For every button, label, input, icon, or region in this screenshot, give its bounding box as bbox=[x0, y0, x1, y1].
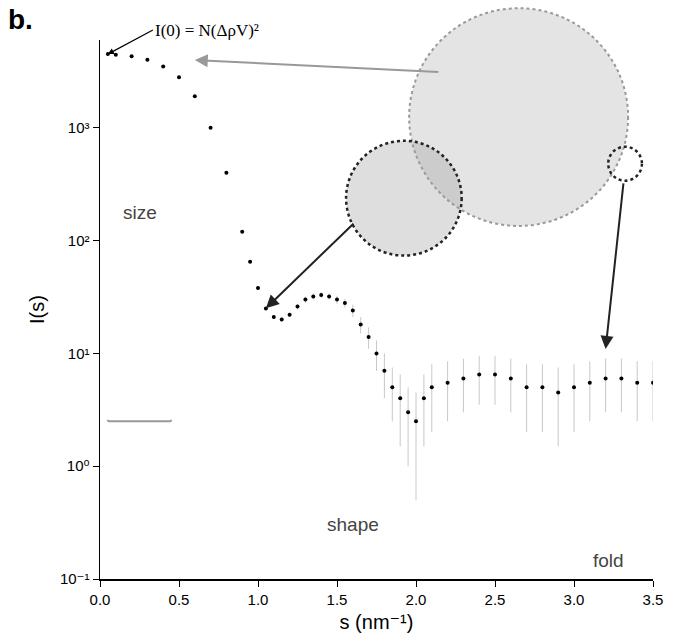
svg-text:I(0) = N(ΔρV)²: I(0) = N(ΔρV)² bbox=[155, 21, 259, 40]
svg-text:10²: 10² bbox=[68, 232, 90, 249]
svg-text:b.: b. bbox=[8, 4, 33, 35]
svg-text:s (nm⁻¹): s (nm⁻¹) bbox=[340, 611, 414, 633]
svg-text:10³: 10³ bbox=[68, 119, 90, 136]
svg-text:2.0: 2.0 bbox=[406, 591, 427, 608]
svg-text:2.5: 2.5 bbox=[485, 591, 506, 608]
svg-text:3.5: 3.5 bbox=[643, 591, 664, 608]
svg-text:0.5: 0.5 bbox=[169, 591, 190, 608]
svg-text:fold: fold bbox=[593, 550, 624, 571]
svg-text:10¹: 10¹ bbox=[68, 345, 90, 362]
svg-text:I(s): I(s) bbox=[26, 295, 48, 324]
svg-text:size: size bbox=[123, 202, 157, 223]
svg-text:0.0: 0.0 bbox=[90, 591, 111, 608]
svg-text:10⁻¹: 10⁻¹ bbox=[60, 570, 90, 587]
svg-text:1.0: 1.0 bbox=[248, 591, 269, 608]
svg-text:3.0: 3.0 bbox=[564, 591, 585, 608]
svg-text:1.5: 1.5 bbox=[327, 591, 348, 608]
svg-text:shape: shape bbox=[327, 514, 379, 535]
svg-text:10⁰: 10⁰ bbox=[67, 457, 90, 474]
